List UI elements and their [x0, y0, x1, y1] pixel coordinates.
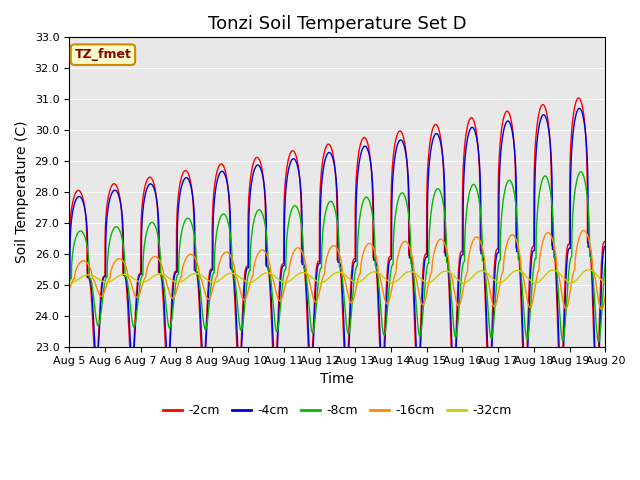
-8cm [595, 339, 602, 345]
Line: -16cm: -16cm [69, 230, 605, 310]
-32cm [65, 279, 73, 285]
-2cm [458, 249, 466, 254]
-4cm [458, 252, 466, 258]
-32cm [458, 280, 466, 286]
-4cm [65, 276, 73, 282]
Line: -4cm: -4cm [69, 108, 605, 388]
-8cm [411, 279, 419, 285]
Line: -2cm: -2cm [69, 98, 605, 390]
-2cm [241, 267, 249, 273]
-8cm [458, 270, 466, 276]
Line: -8cm: -8cm [69, 172, 605, 342]
-16cm [598, 307, 605, 312]
-16cm [344, 290, 351, 296]
-8cm [241, 296, 249, 301]
-2cm [67, 219, 74, 225]
-16cm [602, 293, 609, 299]
-32cm [585, 267, 593, 273]
X-axis label: Time: Time [320, 372, 354, 386]
-8cm [577, 169, 585, 175]
-8cm [602, 261, 609, 266]
-16cm [580, 228, 588, 233]
-2cm [575, 95, 582, 101]
-2cm [65, 276, 73, 282]
Title: Tonzi Soil Temperature Set D: Tonzi Soil Temperature Set D [208, 15, 467, 33]
Legend: -2cm, -4cm, -8cm, -16cm, -32cm: -2cm, -4cm, -8cm, -16cm, -32cm [158, 399, 516, 422]
-16cm [65, 287, 73, 293]
-2cm [561, 299, 568, 304]
-32cm [241, 278, 249, 284]
-4cm [575, 106, 583, 111]
Text: TZ_fmet: TZ_fmet [74, 48, 131, 61]
-4cm [411, 297, 419, 302]
-32cm [602, 280, 609, 286]
-16cm [241, 296, 249, 302]
-32cm [567, 280, 575, 286]
-4cm [67, 237, 74, 243]
-16cm [411, 270, 419, 276]
Y-axis label: Soil Temperature (C): Soil Temperature (C) [15, 121, 29, 263]
-2cm [344, 359, 351, 364]
-4cm [561, 323, 568, 329]
-2cm [593, 387, 600, 393]
-32cm [344, 275, 351, 280]
-8cm [561, 331, 568, 336]
Line: -32cm: -32cm [69, 270, 605, 283]
-8cm [65, 280, 73, 286]
-2cm [602, 239, 609, 244]
-8cm [344, 330, 351, 336]
-4cm [593, 385, 601, 391]
-4cm [344, 367, 351, 372]
-32cm [411, 270, 419, 276]
-32cm [67, 279, 74, 285]
-4cm [241, 273, 249, 279]
-8cm [67, 276, 74, 282]
-16cm [561, 303, 568, 309]
-32cm [561, 276, 568, 281]
-4cm [602, 243, 609, 249]
-16cm [67, 284, 74, 290]
-16cm [458, 294, 466, 300]
-2cm [411, 317, 419, 323]
